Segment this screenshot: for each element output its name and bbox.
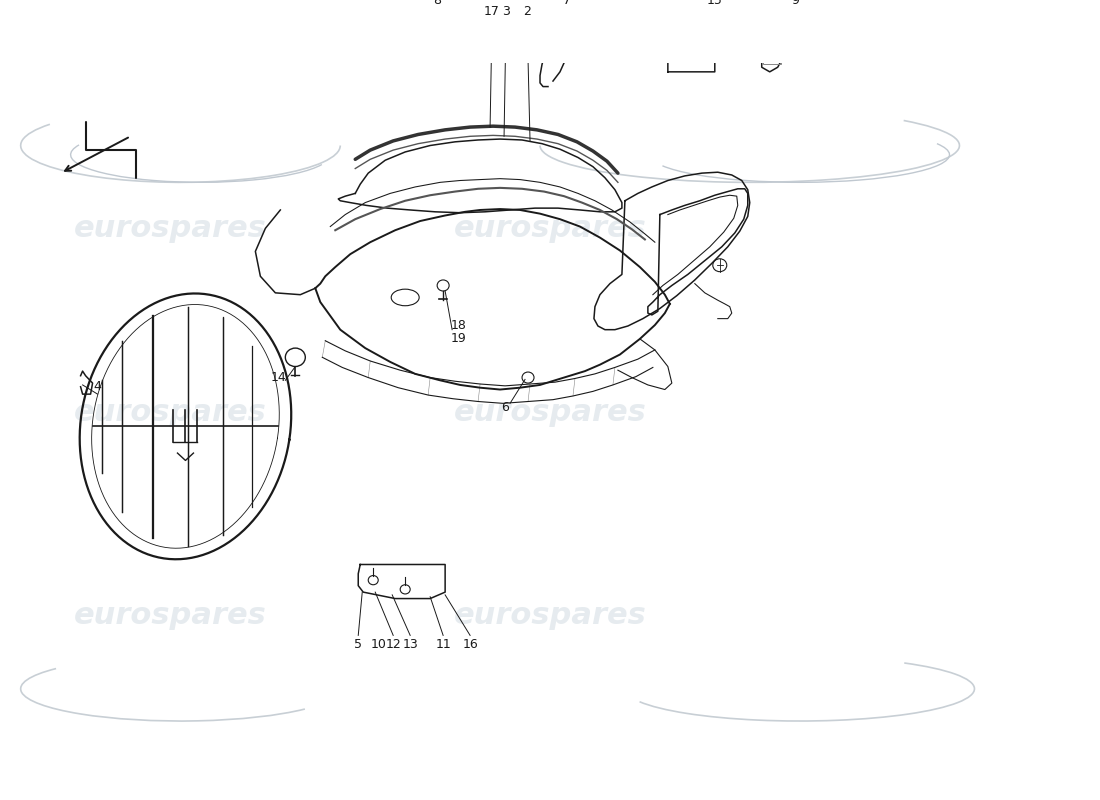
Text: eurospares: eurospares (74, 214, 267, 243)
Text: eurospares: eurospares (453, 601, 647, 630)
Text: eurospares: eurospares (453, 398, 647, 427)
Text: 5: 5 (354, 638, 362, 651)
Text: 9: 9 (791, 0, 799, 6)
Text: 1: 1 (513, 0, 520, 3)
Text: 17: 17 (484, 5, 500, 18)
Text: 18: 18 (450, 319, 466, 333)
Text: 11: 11 (436, 638, 451, 651)
Circle shape (522, 372, 534, 383)
Text: 4: 4 (94, 380, 101, 394)
Text: 3: 3 (502, 5, 510, 18)
Circle shape (285, 348, 306, 366)
Text: 8: 8 (433, 0, 441, 6)
Text: 15: 15 (707, 0, 723, 6)
Text: 19: 19 (450, 332, 466, 346)
Text: 6: 6 (502, 402, 509, 414)
Text: 13: 13 (403, 638, 418, 651)
Text: 10: 10 (371, 638, 386, 651)
Text: 7: 7 (563, 0, 571, 6)
Circle shape (433, 13, 441, 20)
Text: eurospares: eurospares (453, 214, 647, 243)
Circle shape (437, 280, 449, 291)
Circle shape (400, 585, 410, 594)
Text: eurospares: eurospares (74, 398, 267, 427)
Circle shape (686, 44, 696, 54)
Text: 14: 14 (271, 371, 286, 384)
Text: 12: 12 (385, 638, 402, 651)
Circle shape (368, 575, 378, 585)
Text: 16: 16 (462, 638, 478, 651)
Text: 2: 2 (524, 5, 531, 18)
Text: eurospares: eurospares (74, 601, 267, 630)
